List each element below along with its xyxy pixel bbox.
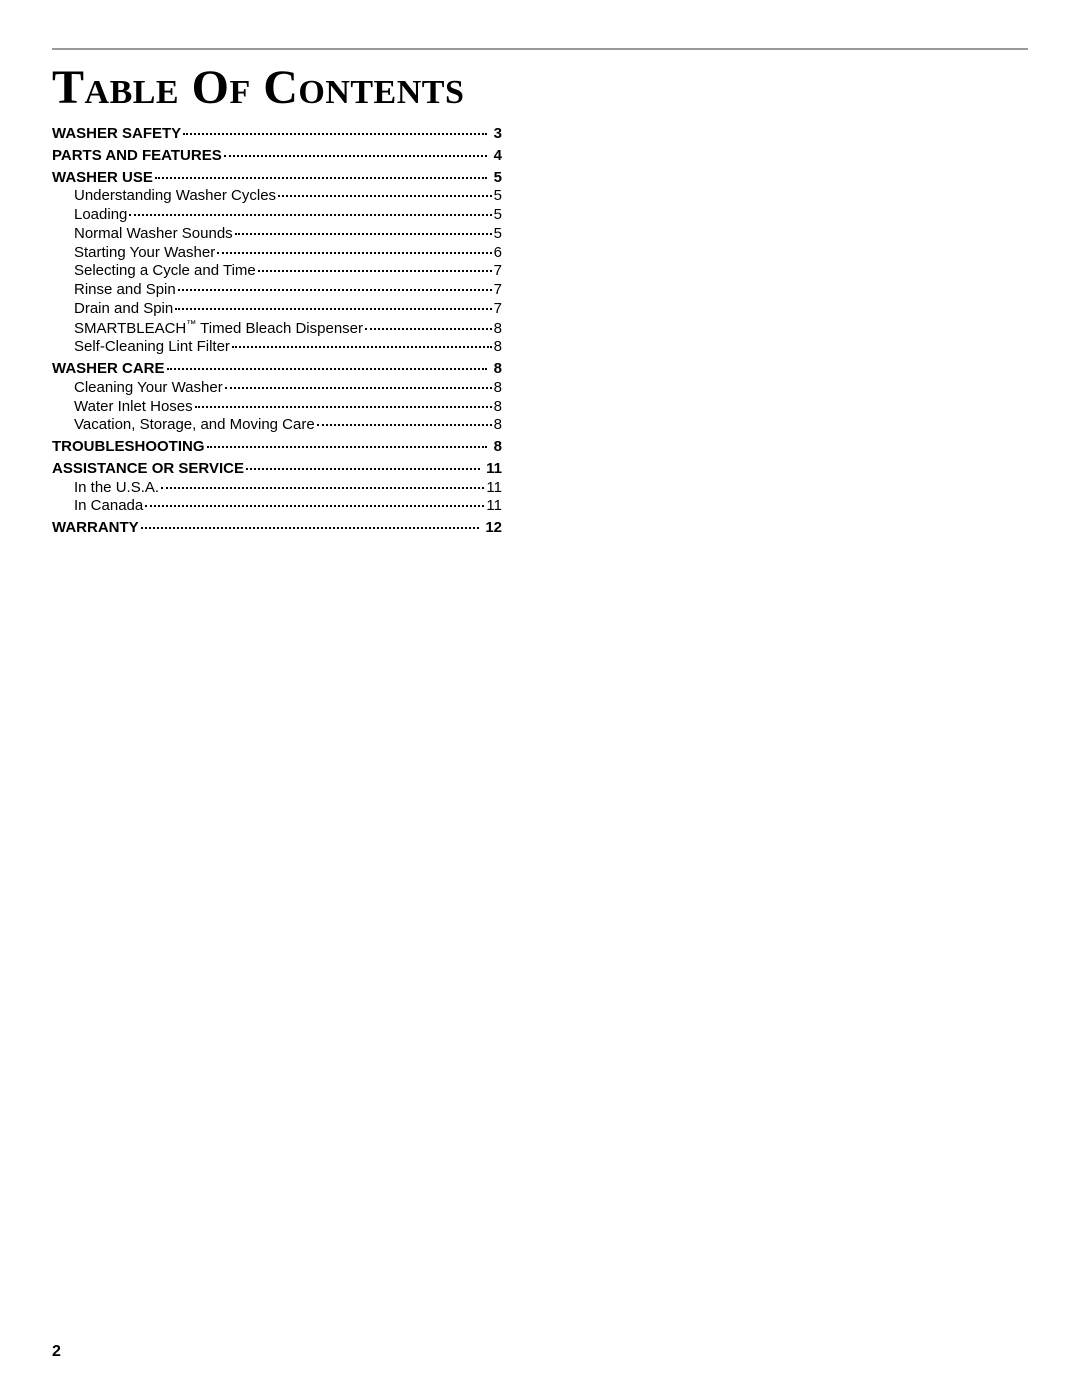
- toc-label: Cleaning Your Washer: [52, 379, 223, 398]
- toc-page-number: 8: [494, 416, 502, 435]
- toc-page-number: 5: [494, 206, 502, 225]
- top-rule: [52, 48, 1028, 50]
- toc-label: Rinse and Spin: [52, 281, 176, 300]
- toc-page-number: 4: [489, 147, 502, 166]
- toc-subentry: Cleaning Your Washer 8: [52, 379, 502, 398]
- toc-subentry: In Canada 11: [52, 497, 502, 516]
- trademark-icon: ™: [186, 319, 196, 330]
- toc-section: Washer Care 8: [52, 360, 502, 379]
- toc-label: In the U.S.A.: [52, 479, 159, 498]
- toc-page-number: 11: [482, 460, 502, 479]
- toc-subentry: Rinse and Spin 7: [52, 281, 502, 300]
- toc-label: In Canada: [52, 497, 143, 516]
- toc-label: Self-Cleaning Lint Filter: [52, 338, 230, 357]
- toc-page-number: 6: [494, 244, 502, 263]
- toc-section: Warranty 12: [52, 519, 502, 538]
- toc-leader: [258, 270, 492, 272]
- toc-label: Washer Care: [52, 360, 165, 379]
- toc-page-number: 5: [494, 187, 502, 206]
- page-title: Table Of Contents: [52, 60, 1028, 115]
- toc-page-number: 11: [486, 497, 502, 516]
- toc-page-number: 8: [494, 379, 502, 398]
- toc-leader: [141, 527, 479, 529]
- toc-subentry: Self-Cleaning Lint Filter 8: [52, 338, 502, 357]
- toc-leader: [317, 424, 492, 426]
- toc-leader: [235, 233, 492, 235]
- toc-page-number: 8: [489, 438, 502, 457]
- toc-label: Drain and Spin: [52, 300, 173, 319]
- toc-section: Troubleshooting 8: [52, 438, 502, 457]
- toc-leader: [178, 289, 492, 291]
- toc-subentry: Normal Washer Sounds 5: [52, 225, 502, 244]
- toc-label: Washer Safety: [52, 125, 181, 144]
- toc-subentry: Starting Your Washer 6: [52, 244, 502, 263]
- toc-page-number: 8: [494, 398, 502, 417]
- toc-label: Water Inlet Hoses: [52, 398, 193, 417]
- toc-leader: [161, 487, 484, 489]
- toc-page-number: 5: [494, 225, 502, 244]
- toc-leader: [155, 177, 488, 179]
- toc-label: Normal Washer Sounds: [52, 225, 233, 244]
- page: Table Of Contents Washer Safety 3 Parts an…: [0, 0, 1080, 1397]
- toc-page-number: 7: [494, 281, 502, 300]
- table-of-contents: Washer Safety 3 Parts and Features 4 Washer …: [52, 125, 502, 538]
- toc-section: Washer Safety 3: [52, 125, 502, 144]
- toc-subentry: Understanding Washer Cycles 5: [52, 187, 502, 206]
- toc-leader: [167, 368, 488, 370]
- toc-label: Vacation, Storage, and Moving Care: [52, 416, 315, 435]
- toc-subentry: In the U.S.A. 11: [52, 479, 502, 498]
- toc-page-number: 8: [489, 360, 502, 379]
- toc-subentry: Water Inlet Hoses 8: [52, 398, 502, 417]
- toc-leader: [365, 328, 492, 330]
- toc-section: Washer Use 5: [52, 169, 502, 188]
- toc-label: SMARTBLEACH™ Timed Bleach Dispenser: [52, 319, 363, 339]
- toc-leader: [225, 387, 492, 389]
- toc-label: Loading: [52, 206, 127, 225]
- toc-label: Parts and Features: [52, 147, 222, 166]
- toc-page-number: 7: [494, 262, 502, 281]
- toc-leader: [224, 155, 488, 157]
- toc-label: Troubleshooting: [52, 438, 205, 457]
- toc-section: Parts and Features 4: [52, 147, 502, 166]
- toc-leader: [129, 214, 491, 216]
- toc-leader: [207, 446, 488, 448]
- toc-label: Warranty: [52, 519, 139, 538]
- toc-subentry: Drain and Spin 7: [52, 300, 502, 319]
- toc-page-number: 8: [494, 338, 502, 357]
- toc-label: Washer Use: [52, 169, 153, 188]
- toc-subentry: SMARTBLEACH™ Timed Bleach Dispenser 8: [52, 319, 502, 339]
- toc-leader: [232, 346, 492, 348]
- toc-subentry: Loading 5: [52, 206, 502, 225]
- toc-leader: [278, 195, 492, 197]
- toc-page-number: 7: [494, 300, 502, 319]
- toc-leader: [183, 133, 487, 135]
- toc-leader: [246, 468, 480, 470]
- toc-leader: [217, 252, 491, 254]
- toc-label: Understanding Washer Cycles: [52, 187, 276, 206]
- toc-leader: [145, 505, 484, 507]
- toc-page-number: 12: [481, 519, 502, 538]
- toc-page-number: 3: [489, 125, 502, 144]
- page-number: 2: [52, 1343, 61, 1361]
- toc-section: Assistance or Service 11: [52, 460, 502, 479]
- toc-subentry: Vacation, Storage, and Moving Care 8: [52, 416, 502, 435]
- toc-subentry: Selecting a Cycle and Time 7: [52, 262, 502, 281]
- toc-page-number: 11: [486, 479, 502, 498]
- toc-leader: [195, 406, 492, 408]
- toc-label: Assistance or Service: [52, 460, 244, 479]
- toc-page-number: 5: [489, 169, 502, 188]
- toc-label: Selecting a Cycle and Time: [52, 262, 256, 281]
- toc-page-number: 8: [494, 320, 502, 339]
- toc-leader: [175, 308, 491, 310]
- toc-label: Starting Your Washer: [52, 244, 215, 263]
